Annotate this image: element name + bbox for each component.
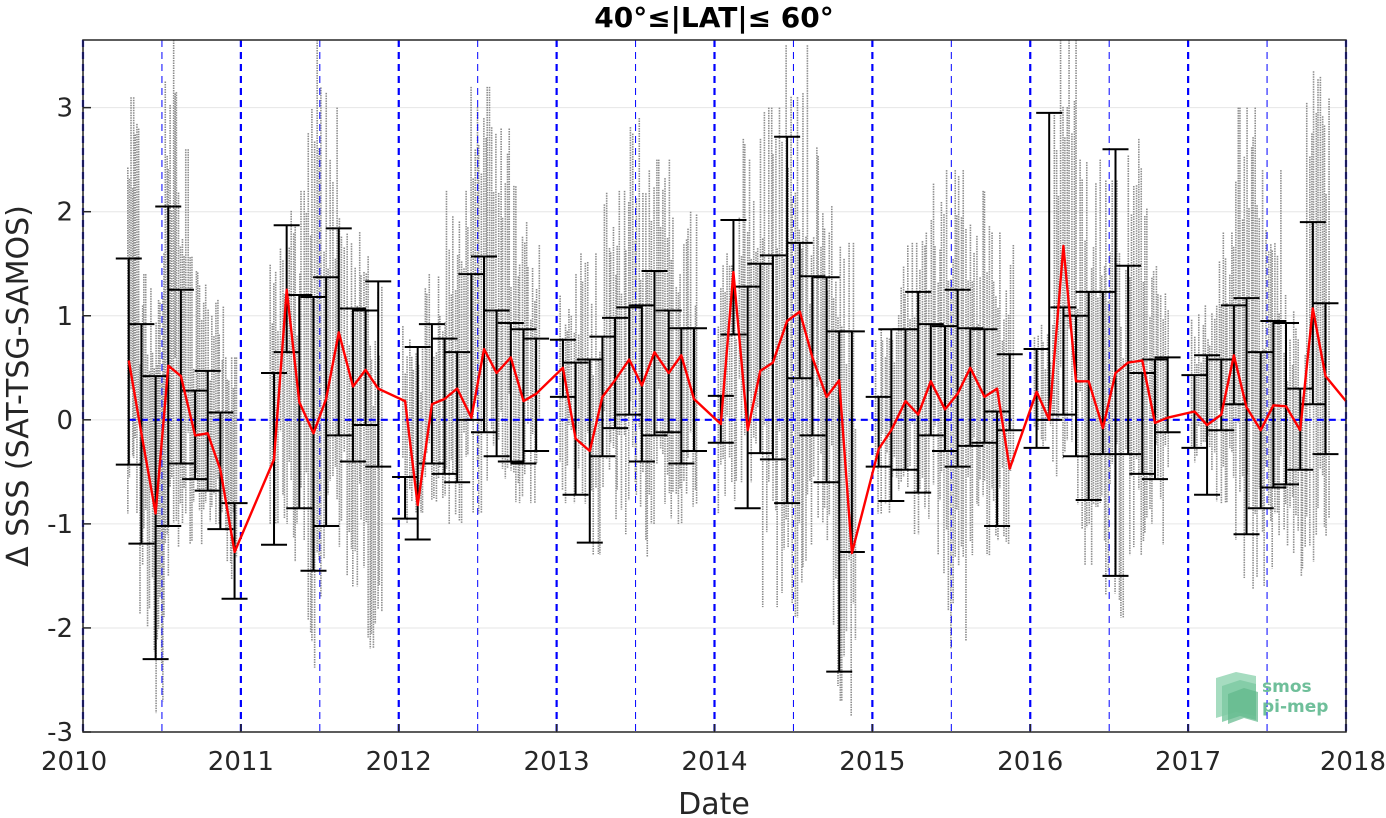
chart-title: 40°≤|LAT|≤ 60° (594, 1, 834, 34)
mean-series-line (127, 244, 1347, 555)
y-tick-label-4: 1 (56, 302, 73, 332)
logo-line-1: smos (1262, 677, 1312, 697)
x-tick-label-2: 2012 (366, 747, 432, 777)
x-tick-label-5: 2015 (839, 747, 905, 777)
x-tick-label-6: 2016 (997, 747, 1063, 777)
y-tick-label-6: 3 (56, 94, 73, 124)
x-tick-label-0: 2010 (41, 747, 107, 777)
smos-logo: smos pi-mep (1216, 672, 1328, 724)
y-tick-label-1: -2 (47, 614, 73, 644)
y-tick-label-2: -1 (47, 510, 73, 540)
x-axis-ticks: 2010 2011 2012 2013 2014 2015 2016 2017 2018 (41, 724, 1386, 777)
x-tick-label-1: 2011 (208, 747, 274, 777)
y-axis-ticks: -3 -2 -1 0 1 2 3 (47, 94, 91, 748)
x-tick-label-4: 2014 (681, 747, 747, 777)
mean-line (127, 244, 1347, 555)
y-tick-label-0: -3 (47, 718, 73, 748)
y-axis-label: Δ SSS (SAT-TSG-SAMOS) (1, 205, 36, 567)
y-tick-label-5: 2 (56, 198, 73, 228)
y-tick-label-3: 0 (56, 406, 73, 436)
x-tick-label-3: 2013 (524, 747, 590, 777)
x-axis-label: Date (678, 787, 750, 818)
logo-mark-icon (1216, 672, 1258, 724)
logo-line-2: pi-mep (1262, 697, 1328, 717)
x-tick-label-7: 2017 (1155, 747, 1221, 777)
x-tick-label-8: 2018 (1320, 747, 1386, 777)
